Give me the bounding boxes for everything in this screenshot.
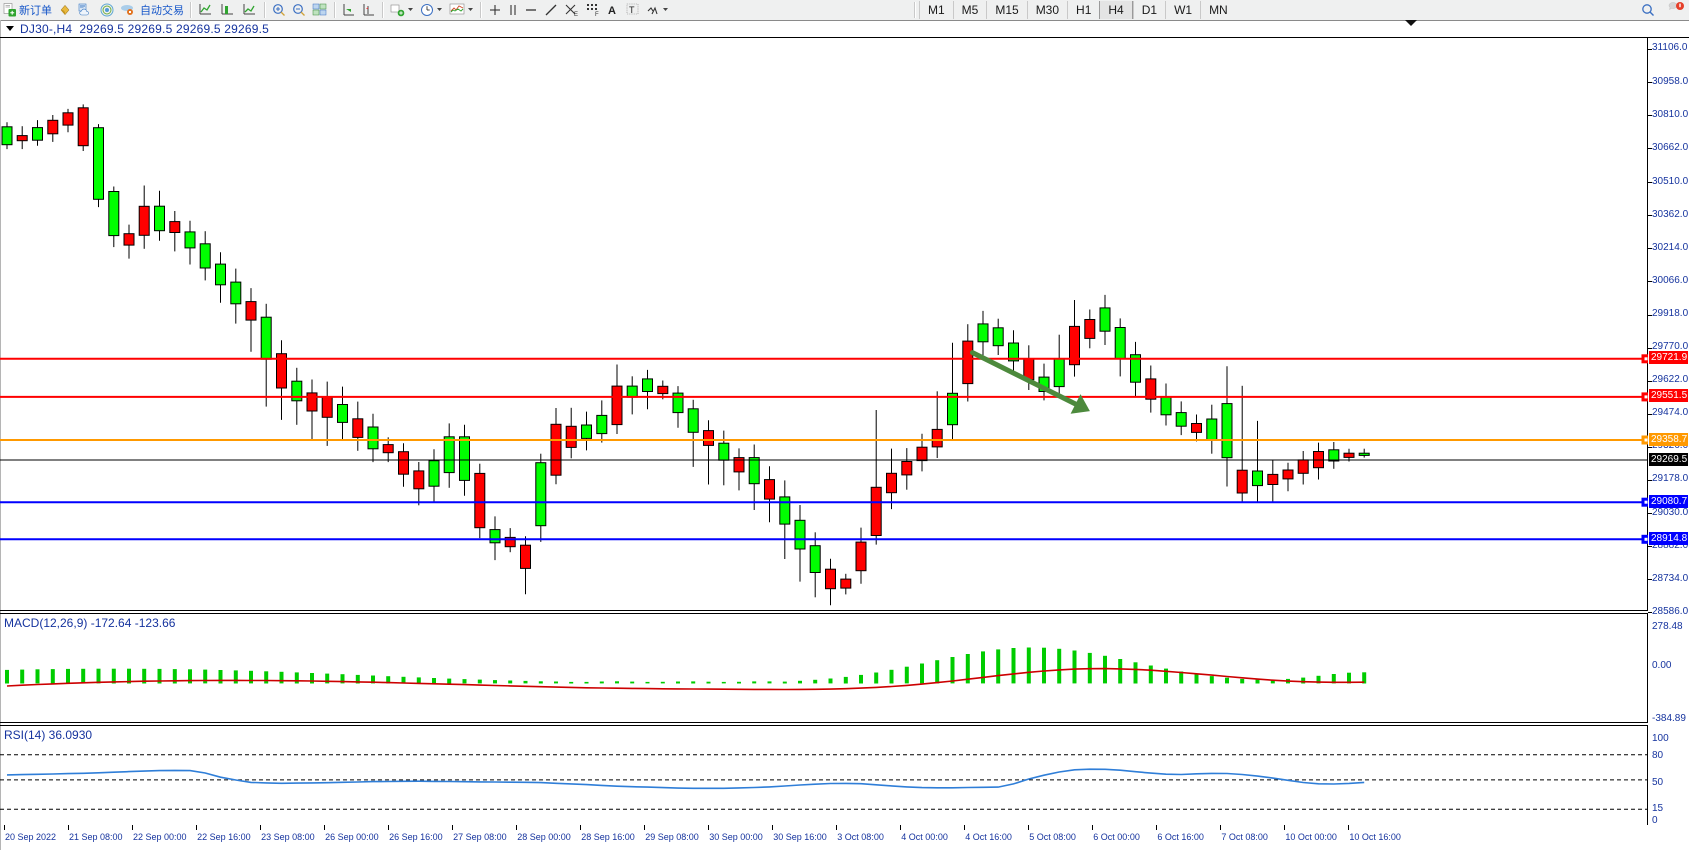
svg-text:T: T	[629, 5, 635, 15]
svg-text:A: A	[608, 5, 616, 17]
svg-text:E: E	[574, 12, 578, 17]
svg-text:F: F	[595, 12, 599, 17]
